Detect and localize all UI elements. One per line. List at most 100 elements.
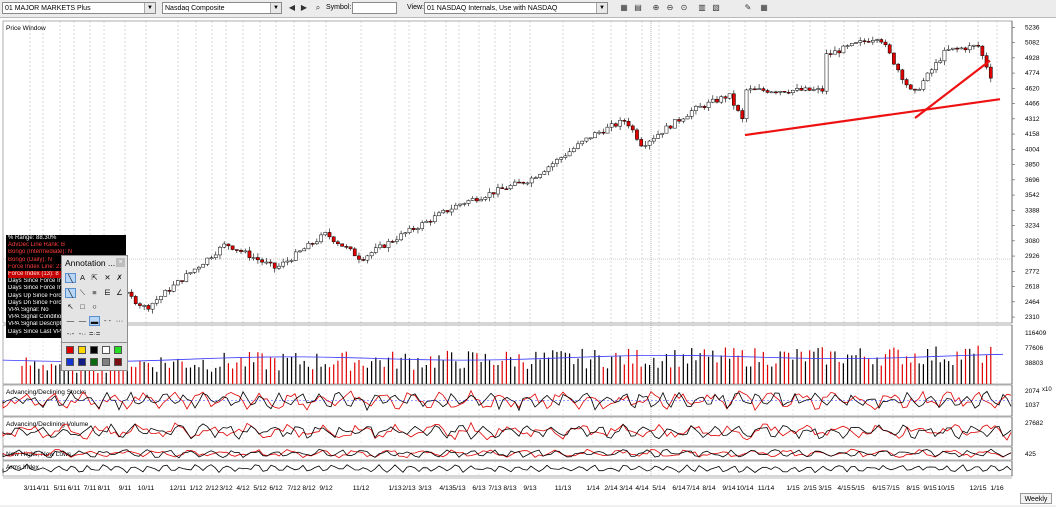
candle: [900, 69, 905, 80]
color-maroon-swatch[interactable]: [114, 358, 122, 366]
ellipse-tool-icon[interactable]: ○: [92, 302, 97, 311]
layout-icon[interactable]: ▦: [620, 3, 628, 12]
grid-icon[interactable]: ▦: [760, 3, 768, 12]
annotation-toolbar[interactable]: Annotation ... × ╲ A ⇱ ✕ ✗ ╲ ⟍ ≡ ⋿ ∠ ↖ □…: [61, 255, 128, 343]
x-axis-label: 7/12: [287, 485, 300, 492]
line-thick-icon[interactable]: ▬: [89, 316, 100, 326]
chart-area[interactable]: Price WindowVolume, 20 Day Simple Moving…: [0, 18, 1056, 505]
delete-icon[interactable]: ✕: [104, 273, 111, 282]
candle: [694, 105, 698, 111]
candle: [239, 250, 243, 252]
color-blue-swatch[interactable]: [66, 358, 74, 366]
x-axis-label: 4/12: [236, 485, 249, 492]
x-axis-label: 5/11: [54, 485, 67, 492]
color-black-swatch[interactable]: [90, 346, 98, 354]
pointer-tool-icon[interactable]: ╲: [65, 273, 76, 283]
zoom-in-icon[interactable]: ⊕: [652, 3, 660, 12]
x-axis-label: 6/14: [672, 485, 685, 492]
chevron-down-icon[interactable]: ▼: [270, 3, 281, 13]
candle: [887, 44, 892, 54]
arrow-cursor-icon[interactable]: ⇱: [91, 273, 98, 282]
symbol-input[interactable]: [352, 2, 397, 14]
candle: [571, 148, 576, 152]
candle: [479, 199, 483, 202]
x-axis-label: 1/16: [990, 485, 1003, 492]
candle: [175, 280, 180, 286]
candle: [154, 299, 159, 304]
annotation-toolbar-title: Annotation ...: [65, 258, 116, 268]
x-axis-label: 10/11: [138, 485, 155, 492]
line-chart-icon[interactable]: ▧: [712, 3, 720, 12]
candle: [466, 200, 471, 204]
candle: [660, 132, 665, 135]
chart-canvas[interactable]: Price WindowVolume, 20 Day Simple Moving…: [0, 18, 1056, 505]
line-thin-icon[interactable]: —: [66, 316, 75, 325]
candle: [963, 47, 968, 51]
color-navy-swatch[interactable]: [78, 358, 86, 366]
annotation-tool-icon[interactable]: ✎: [744, 3, 752, 12]
candle: [614, 123, 618, 127]
chevron-down-icon[interactable]: ▼: [144, 3, 155, 13]
line-dash-icon[interactable]: - -: [103, 316, 112, 325]
color-yellow-swatch[interactable]: [78, 346, 86, 354]
candle: [715, 98, 719, 103]
trendline-tool-icon[interactable]: ╲: [65, 288, 76, 298]
line-style3-icon[interactable]: =·=: [89, 329, 101, 338]
view-dropdown[interactable]: 01 NASDAQ Internals, Use with NASDAQ ▼: [424, 2, 608, 14]
candle: [946, 48, 951, 51]
line-dashdot2-icon[interactable]: -··: [78, 329, 87, 338]
print-icon[interactable]: ▤: [634, 3, 642, 12]
text-tool-icon[interactable]: A: [79, 273, 85, 282]
color-red-swatch[interactable]: [66, 346, 74, 354]
candle: [344, 246, 349, 248]
line-dashdot-icon[interactable]: -·-: [66, 329, 75, 338]
candle: [753, 88, 757, 91]
candle: [234, 249, 239, 251]
color-gray-swatch[interactable]: [102, 358, 110, 366]
chevron-down-icon[interactable]: ▼: [596, 3, 607, 13]
rectangle-tool-icon[interactable]: □: [80, 302, 85, 311]
angle-tool-icon[interactable]: ∠: [116, 288, 123, 297]
candle: [416, 228, 420, 230]
candle: [470, 198, 475, 201]
next-symbol-icon[interactable]: ▶: [300, 3, 308, 12]
candle: [180, 280, 184, 282]
line-dot-icon[interactable]: ···: [115, 316, 124, 325]
candle: [525, 182, 530, 185]
zoom-out-icon[interactable]: ⊖: [666, 3, 674, 12]
x-axis-label: 3/12: [219, 485, 232, 492]
candle: [298, 250, 302, 253]
x-axis-label: 12/15: [969, 485, 986, 492]
ray-tool-icon[interactable]: ⟍: [79, 288, 86, 297]
x-axis-label: 1/14: [586, 485, 599, 492]
zoom-fit-icon[interactable]: ⊙: [680, 3, 688, 12]
candle: [138, 303, 142, 306]
binoculars-icon[interactable]: ⌕: [315, 3, 321, 12]
channel-tool-icon[interactable]: ≡: [92, 288, 97, 297]
bar-chart-icon[interactable]: ▥: [698, 3, 706, 12]
arrow-tool-icon[interactable]: ↖: [67, 302, 74, 311]
color-darkgreen-swatch[interactable]: [90, 358, 98, 366]
color-white-swatch[interactable]: [102, 346, 110, 354]
adv-dec-stocks-black-line: [2, 390, 1012, 412]
candle: [736, 105, 740, 111]
candle: [710, 98, 715, 103]
price-tick-label: 3696: [1025, 177, 1040, 184]
volume-sma-line: [2, 353, 1004, 363]
x-axis-label: 10/15: [937, 485, 954, 492]
close-icon[interactable]: ×: [116, 258, 125, 267]
price-tick-label: 3080: [1025, 238, 1040, 245]
fan-tool-icon[interactable]: ⋿: [104, 288, 111, 297]
x-axis-label: 4/13: [439, 485, 452, 492]
period-selector[interactable]: Weekly: [1020, 493, 1052, 504]
chart-list-dropdown[interactable]: 01 MAJOR MARKETS Plus ▼: [2, 2, 156, 14]
candle: [336, 241, 340, 245]
previous-symbol-icon[interactable]: ◀: [288, 3, 296, 12]
symbol-name-dropdown[interactable]: Nasdaq Composite ▼: [162, 2, 282, 14]
candle: [883, 41, 888, 46]
delete-all-icon[interactable]: ✗: [116, 273, 123, 282]
line-medium-icon[interactable]: —: [78, 316, 87, 325]
color-green-swatch[interactable]: [114, 346, 122, 354]
candle: [921, 80, 926, 90]
candle: [142, 305, 147, 307]
